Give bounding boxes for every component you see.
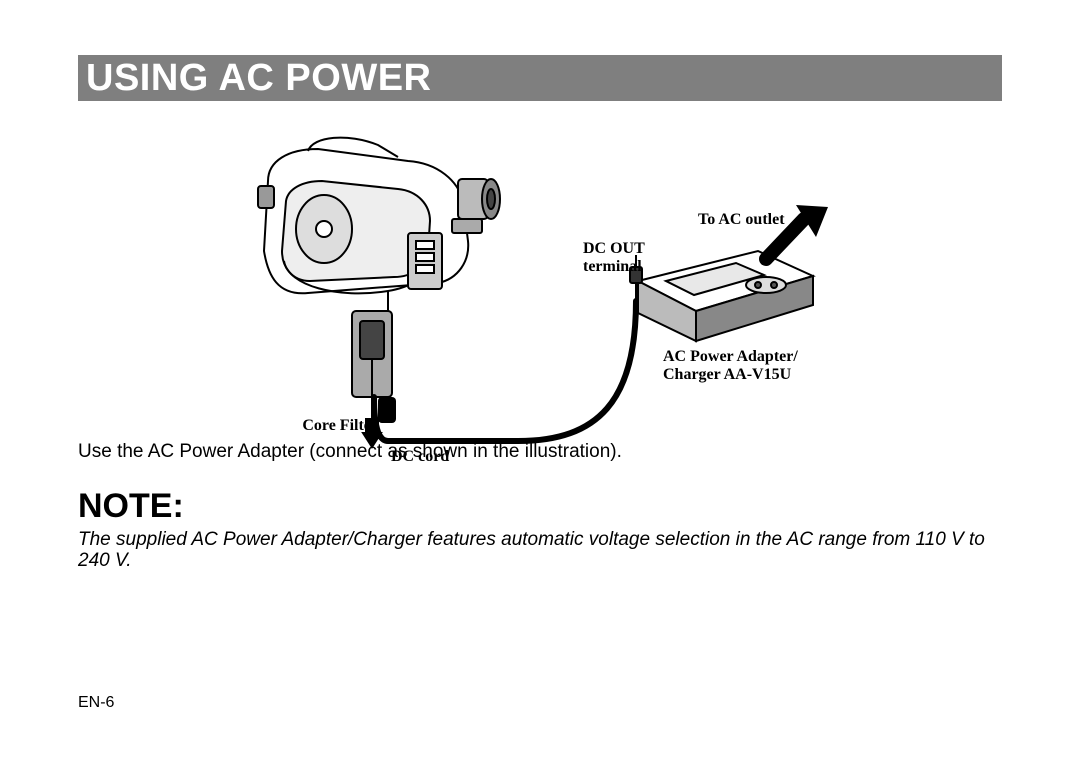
diagram-svg [78,101,1002,461]
note-body: The supplied AC Power Adapter/Charger fe… [78,530,1002,572]
dc-cord-icon [374,301,636,441]
ferrite-icon [378,397,396,423]
ac-adapter-icon [638,251,813,341]
ac-power-diagram: To AC outlet DC OUT terminal AC Power Ad… [78,101,1002,431]
label-ac-adapter: AC Power Adapter/ Charger AA-V15U [663,348,798,385]
section-title: USING AC POWER [86,57,432,100]
section-title-bar: USING AC POWER [78,55,1002,101]
label-core-filter: Core Filter [288,417,378,435]
page-number: EN-6 [78,694,114,712]
label-to-ac-outlet: To AC outlet [698,211,785,229]
label-dc-cord: DC cord [391,448,449,466]
label-dc-out-terminal: DC OUT terminal [583,240,645,277]
camcorder-icon [258,138,500,294]
note-heading: NOTE: [78,487,1002,526]
